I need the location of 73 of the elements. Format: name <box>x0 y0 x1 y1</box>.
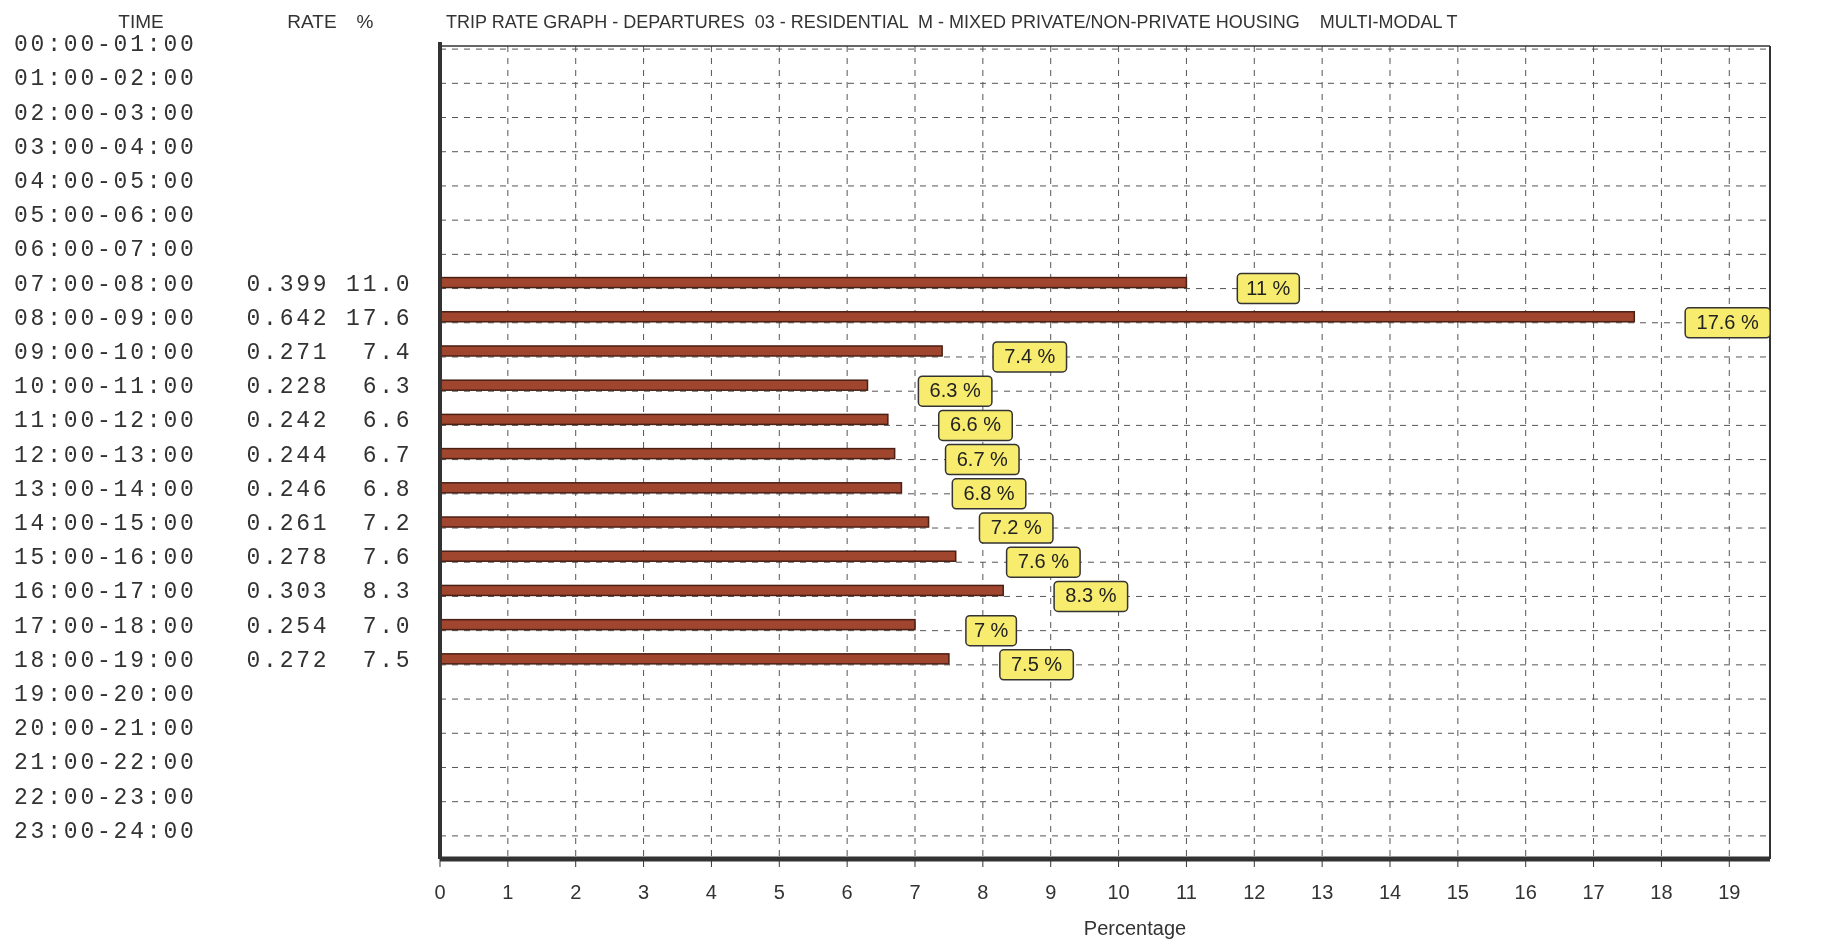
data-label: 17.6 % <box>1696 310 1760 333</box>
data-label: 7.2 % <box>990 516 1042 539</box>
y-tick-label: 09:00-10:00 0.271 7.4 <box>14 339 413 366</box>
y-tick-label: 06:00-07:00 <box>14 237 197 264</box>
data-label: 6.7 % <box>956 447 1009 470</box>
data-label: 6.3 % <box>929 379 981 402</box>
bar <box>439 311 1636 323</box>
x-tick-label: 17 <box>1582 881 1605 903</box>
data-label: 7.4 % <box>1004 344 1056 367</box>
y-tick-label: 04:00-05:00 <box>14 168 197 195</box>
x-tick-label: 1 <box>502 881 514 903</box>
y-tick-label: 07:00-08:00 0.399 11.0 <box>14 271 413 298</box>
data-label: 11 % <box>1246 276 1291 299</box>
bar <box>439 584 1004 597</box>
x-tick-label: 16 <box>1514 881 1537 903</box>
y-tick-label: 01:00-02:00 <box>14 66 197 93</box>
y-tick-label: 11:00-12:00 0.242 6.6 <box>14 408 413 435</box>
x-tick-label: 8 <box>977 881 989 903</box>
y-tick-label: 03:00-04:00 <box>14 134 197 161</box>
bar <box>439 482 903 494</box>
x-tick-label: 18 <box>1650 881 1673 903</box>
x-tick-label: 12 <box>1243 881 1266 903</box>
y-tick-label: 12:00-13:00 0.244 6.7 <box>14 442 413 469</box>
y-tick-label: 15:00-16:00 0.278 7.6 <box>14 545 413 572</box>
data-label: 7.5 % <box>1010 652 1063 675</box>
y-tick-label: 23:00-24:00 <box>14 818 197 845</box>
y-tick-label: 02:00-03:00 <box>14 100 197 127</box>
bar <box>439 618 916 631</box>
x-axis-title: Percentage <box>1083 917 1187 939</box>
x-tick-label: 14 <box>1378 881 1402 903</box>
bar <box>439 653 950 665</box>
text: RATE <box>287 11 337 32</box>
bar <box>439 516 930 528</box>
text: TIME <box>118 11 164 32</box>
y-tick-label: 17:00-18:00 0.254 7.0 <box>14 613 413 640</box>
x-tick-label: 0 <box>434 881 446 903</box>
data-label: 6.8 % <box>963 481 1015 504</box>
x-tick-label: 19 <box>1718 881 1741 903</box>
x-tick-label: 9 <box>1045 881 1057 903</box>
x-tick-label: 3 <box>638 881 650 903</box>
x-tick-label: 5 <box>773 881 785 903</box>
data-label: 7 % <box>973 618 1009 641</box>
chart-title: TRIP RATE GRAPH - DEPARTURES 03 - RESIDENTIAL M - MIXED PRIVATE/NON-PRIVATE HOUSING MULTI-MODAL T <box>446 12 1458 32</box>
data-label: 7.6 % <box>1017 550 1070 573</box>
data-label: 8.3 % <box>1065 584 1117 607</box>
x-tick-label: 11 <box>1176 881 1197 903</box>
y-tick-label: 08:00-09:00 0.642 17.6 <box>14 305 413 332</box>
x-tick-label: 7 <box>909 881 921 903</box>
text: % <box>356 11 374 32</box>
data-label: 6.6 % <box>949 413 1002 436</box>
y-tick-label: 21:00-22:00 <box>14 750 197 777</box>
bar <box>439 550 957 562</box>
x-tick-label: 2 <box>570 881 582 903</box>
bar <box>439 413 889 426</box>
bar <box>439 345 943 357</box>
x-tick-label: 13 <box>1311 881 1334 903</box>
x-tick-label: 10 <box>1107 881 1130 903</box>
y-tick-label: 16:00-17:00 0.303 8.3 <box>14 579 413 606</box>
y-tick-label: 05:00-06:00 <box>14 203 197 230</box>
bar <box>439 276 1188 289</box>
bar <box>439 447 896 460</box>
y-tick-label: 14:00-15:00 0.261 7.2 <box>14 511 413 538</box>
bar <box>439 379 869 391</box>
y-tick-label: 18:00-19:00 0.272 7.5 <box>14 647 413 674</box>
y-tick-label: 22:00-23:00 <box>14 784 197 811</box>
x-tick-label: 4 <box>705 881 717 903</box>
x-tick-label: 6 <box>841 881 853 903</box>
y-tick-label: 20:00-21:00 <box>14 716 197 743</box>
y-tick-label: 00:00-01:00 <box>14 32 197 59</box>
y-tick-label: 19:00-20:00 <box>14 682 197 709</box>
y-tick-label: 10:00-11:00 0.228 6.3 <box>14 374 413 401</box>
x-tick-label: 15 <box>1446 881 1469 903</box>
y-tick-label: 13:00-14:00 0.246 6.8 <box>14 476 413 503</box>
